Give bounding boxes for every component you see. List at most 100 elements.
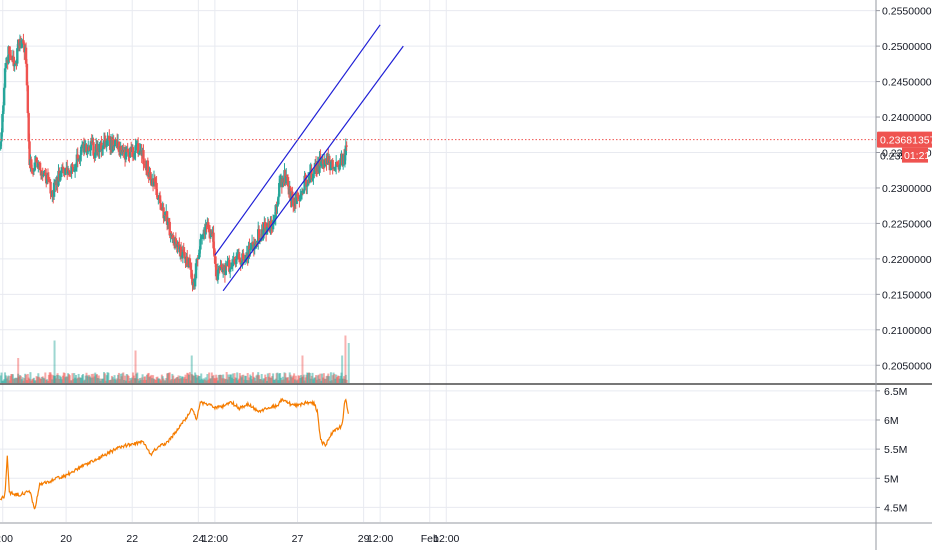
candle-body — [112, 138, 115, 147]
volume-bar — [276, 372, 279, 383]
candle-body — [286, 177, 290, 187]
price-tick-label: 0.25500000 — [882, 6, 932, 18]
candle-body — [193, 278, 197, 287]
candle-body — [336, 164, 340, 168]
candle-body — [281, 178, 284, 188]
candle-body — [299, 193, 303, 197]
candle-body — [174, 238, 178, 243]
candle-body — [233, 259, 236, 263]
candle-body — [49, 181, 52, 194]
candle-body — [64, 169, 67, 175]
candle-body — [157, 198, 160, 200]
volume-bar — [21, 377, 24, 383]
candle-body — [46, 174, 50, 180]
candle-body — [335, 161, 339, 165]
candle-body — [71, 164, 74, 167]
candle-body — [72, 166, 75, 171]
candle-body — [334, 161, 338, 167]
candle-body — [231, 263, 235, 267]
candle-body — [302, 190, 305, 194]
time-tick-label: 27 — [292, 533, 304, 545]
time-tick-label: 2:00 — [0, 533, 13, 545]
candle-body — [327, 156, 330, 164]
candle-body — [311, 178, 314, 180]
candle-body — [248, 245, 251, 251]
grid-lines — [0, 0, 876, 522]
candle-body — [75, 154, 79, 168]
candle-body — [131, 147, 135, 158]
time-tick-label: 12:00 — [367, 533, 393, 545]
volume-spike — [344, 335, 347, 383]
price-tick-label: 0.22000000 — [882, 254, 932, 266]
candle-body — [83, 144, 86, 153]
candle-body — [250, 242, 254, 248]
candle-body — [237, 254, 241, 260]
candle-body — [137, 152, 141, 154]
candle-body — [314, 162, 318, 171]
volume-bar — [319, 373, 322, 383]
candle-body — [272, 219, 276, 221]
candle-body — [194, 263, 198, 279]
candle-body — [320, 161, 323, 166]
candle-body — [344, 145, 348, 156]
price-axis[interactable]: 0.25500000 0.25000000 0.24500000 0.24000000… — [876, 6, 932, 373]
volume-bar — [322, 373, 325, 383]
candle-body — [52, 182, 56, 197]
candle-body — [100, 142, 103, 151]
candle-body — [276, 204, 279, 207]
candle-body — [220, 264, 223, 268]
candle-body — [4, 63, 8, 69]
candle-body — [299, 196, 302, 202]
volume-bar — [0, 372, 3, 383]
candle-body — [295, 193, 298, 204]
volume-bar — [333, 373, 336, 383]
candle-body — [94, 152, 97, 158]
volume-bar — [345, 379, 348, 383]
volume-bar — [44, 372, 47, 383]
candle-body — [209, 231, 213, 238]
indicator-axis[interactable]: 6.5M 6M 5.5M 5M 4.5M — [876, 386, 907, 515]
price-tick-label: 0.21000000 — [882, 325, 932, 337]
volume-bar — [302, 374, 305, 383]
volume-bar — [168, 372, 171, 383]
candle-body — [163, 214, 166, 219]
candle-body — [86, 151, 89, 153]
candle-body — [304, 175, 307, 180]
candle-body — [345, 145, 348, 147]
candle-body — [207, 222, 210, 230]
candle-body — [240, 262, 243, 265]
candle-body — [200, 237, 203, 240]
candle-body — [249, 249, 252, 251]
candle-body — [27, 113, 30, 142]
candle-body — [338, 164, 341, 170]
candle-body — [135, 144, 138, 146]
candle-body — [20, 40, 23, 49]
candle-body — [138, 150, 142, 153]
candle-body — [221, 268, 225, 273]
candle-body — [128, 156, 131, 158]
candle-body — [291, 191, 294, 200]
candle-body — [182, 249, 185, 252]
candle-body — [197, 257, 200, 259]
countdown-tag-label: 01:21 — [904, 150, 930, 162]
candle-body — [186, 256, 189, 265]
candle-body — [334, 166, 337, 171]
candle-body — [285, 175, 288, 184]
candle-body — [15, 63, 18, 65]
indicator-tick-label: 6.5M — [884, 386, 907, 398]
candle-body — [8, 46, 11, 55]
candle-body — [319, 156, 322, 166]
volume-bar — [117, 372, 120, 383]
candle-body — [339, 158, 342, 165]
candle-body — [257, 229, 261, 241]
candle-body — [253, 242, 256, 250]
candle-body — [207, 229, 211, 231]
candle-body — [216, 269, 220, 280]
candle-body — [149, 172, 152, 179]
candle-body — [102, 140, 106, 146]
candle-body — [199, 239, 202, 250]
volume-bar — [208, 372, 211, 383]
